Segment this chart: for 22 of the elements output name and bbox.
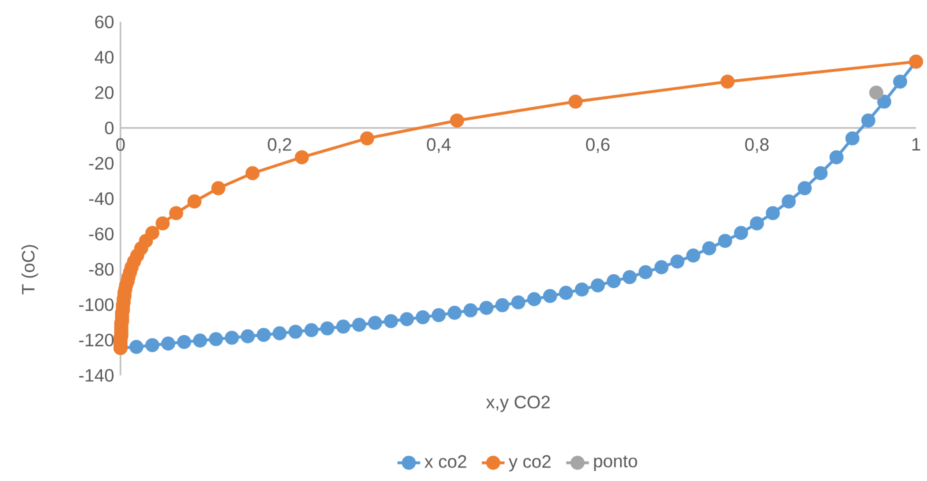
x-axis-title: x,y CO2 (486, 396, 550, 412)
y-tick-label: -80 (89, 263, 114, 276)
y-tick-label: -100 (79, 298, 114, 312)
x-tick-label: 0,6 (586, 138, 610, 154)
y-tick-label: -120 (79, 334, 114, 346)
x-tick-label: 0 (116, 138, 125, 151)
x-tick-label: 1 (912, 138, 920, 151)
legend-label: x co2 (424, 455, 466, 468)
y-tick-label: -60 (89, 228, 114, 240)
y-tick-label: 40 (94, 50, 114, 64)
y-tick-label: -40 (89, 192, 114, 206)
y-tick-label: 20 (95, 86, 114, 99)
y-tick-label: 0 (104, 122, 114, 134)
x-tick-label: 0,2 (268, 138, 292, 154)
y-tick-label: -20 (89, 156, 114, 170)
legend-label: ponto (594, 456, 638, 471)
x-tick-label: 0,4 (426, 138, 451, 154)
y-axis-title: T (oC) (21, 245, 38, 294)
y-tick-label: 60 (95, 16, 114, 28)
x-tick-label: 0,8 (745, 138, 769, 154)
legend-label: y co2 (508, 455, 551, 472)
y-tick-label: -140 (79, 369, 114, 382)
